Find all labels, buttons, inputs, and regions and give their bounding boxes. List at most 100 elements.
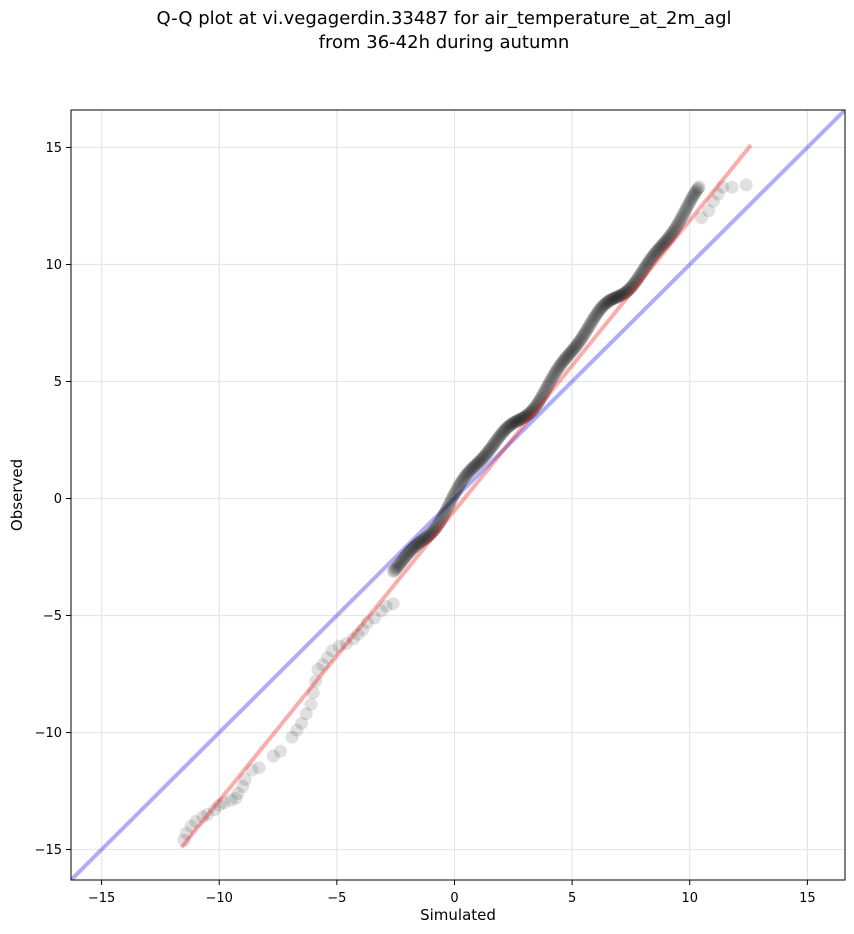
data-point — [534, 391, 548, 405]
data-point — [290, 723, 304, 737]
data-point — [581, 321, 595, 335]
data-point — [689, 184, 703, 198]
data-point — [499, 422, 512, 436]
data-point — [574, 332, 588, 346]
data-point — [238, 772, 252, 786]
data-point — [406, 542, 419, 556]
data-point — [628, 276, 642, 290]
data-point — [412, 536, 426, 550]
data-point — [655, 239, 669, 253]
data-point — [490, 433, 504, 447]
data-point — [498, 423, 511, 437]
data-point — [565, 344, 579, 358]
data-point — [557, 353, 571, 367]
data-point — [509, 415, 523, 428]
data-point — [588, 310, 602, 324]
data-point — [332, 639, 346, 653]
data-point — [428, 523, 441, 537]
data-point — [442, 498, 456, 512]
data-point — [184, 819, 198, 833]
y-axis-ticks: −15 −10 −5 0 5 10 15 — [35, 141, 71, 858]
data-point — [614, 289, 627, 302]
x-tick-label: 10 — [681, 891, 698, 906]
data-point — [511, 414, 525, 427]
data-point — [503, 418, 517, 432]
data-point — [418, 532, 432, 546]
data-point — [602, 294, 616, 308]
data-point — [640, 257, 654, 271]
data-point — [433, 514, 447, 528]
data-point — [635, 266, 649, 280]
data-point — [522, 407, 535, 421]
data-point — [550, 363, 564, 377]
data-point — [563, 347, 577, 361]
y-axis-label: Observed — [8, 459, 26, 531]
data-point — [394, 555, 408, 569]
data-point — [641, 256, 655, 269]
data-point — [553, 358, 567, 372]
data-point — [663, 229, 677, 243]
data-point — [422, 529, 436, 543]
data-point — [407, 540, 421, 554]
data-point — [659, 235, 673, 248]
data-point — [439, 504, 453, 518]
data-point — [487, 437, 501, 451]
data-point — [299, 707, 313, 721]
data-point — [285, 730, 299, 744]
plot-area — [71, 110, 845, 880]
data-point — [667, 223, 681, 237]
data-point — [461, 466, 475, 480]
data-point — [492, 430, 506, 444]
data-point — [632, 270, 646, 284]
data-point — [692, 180, 706, 194]
data-point — [573, 333, 587, 347]
data-point — [517, 411, 531, 425]
data-point — [627, 277, 641, 291]
data-point — [537, 386, 551, 400]
data-point — [518, 410, 532, 424]
data-point — [229, 791, 243, 805]
data-point — [403, 545, 417, 559]
data-point — [559, 351, 573, 365]
data-point — [535, 390, 549, 403]
data-point — [485, 440, 499, 454]
data-point — [584, 316, 598, 330]
data-point — [217, 796, 231, 810]
data-point — [212, 798, 226, 812]
data-point — [375, 604, 388, 618]
data-point — [671, 217, 685, 231]
data-point — [432, 516, 446, 530]
data-point — [606, 292, 620, 306]
axes-frame — [70, 109, 846, 881]
data-point — [306, 686, 320, 700]
data-point — [346, 632, 360, 646]
data-point — [224, 793, 238, 807]
data-point — [470, 457, 484, 471]
data-point — [666, 225, 680, 239]
data-point — [443, 496, 457, 510]
data-point — [368, 611, 381, 625]
data-point — [438, 506, 452, 520]
data-point — [396, 553, 410, 567]
data-point — [425, 526, 439, 540]
data-point — [687, 187, 701, 201]
data-point — [528, 400, 542, 414]
data-point — [621, 283, 635, 297]
data-point — [421, 529, 435, 543]
data-point — [615, 288, 629, 301]
data-point — [410, 537, 424, 551]
data-point — [642, 254, 656, 268]
x-tick-label: 15 — [799, 891, 816, 906]
data-point — [589, 309, 603, 323]
data-point — [660, 233, 673, 247]
data-point — [630, 273, 644, 287]
data-point — [423, 528, 437, 542]
data-point — [414, 534, 428, 548]
data-point — [620, 284, 634, 298]
data-point — [711, 187, 725, 201]
data-point — [575, 330, 589, 344]
data-point — [467, 460, 481, 474]
data-point — [459, 468, 473, 482]
data-point — [356, 623, 370, 637]
